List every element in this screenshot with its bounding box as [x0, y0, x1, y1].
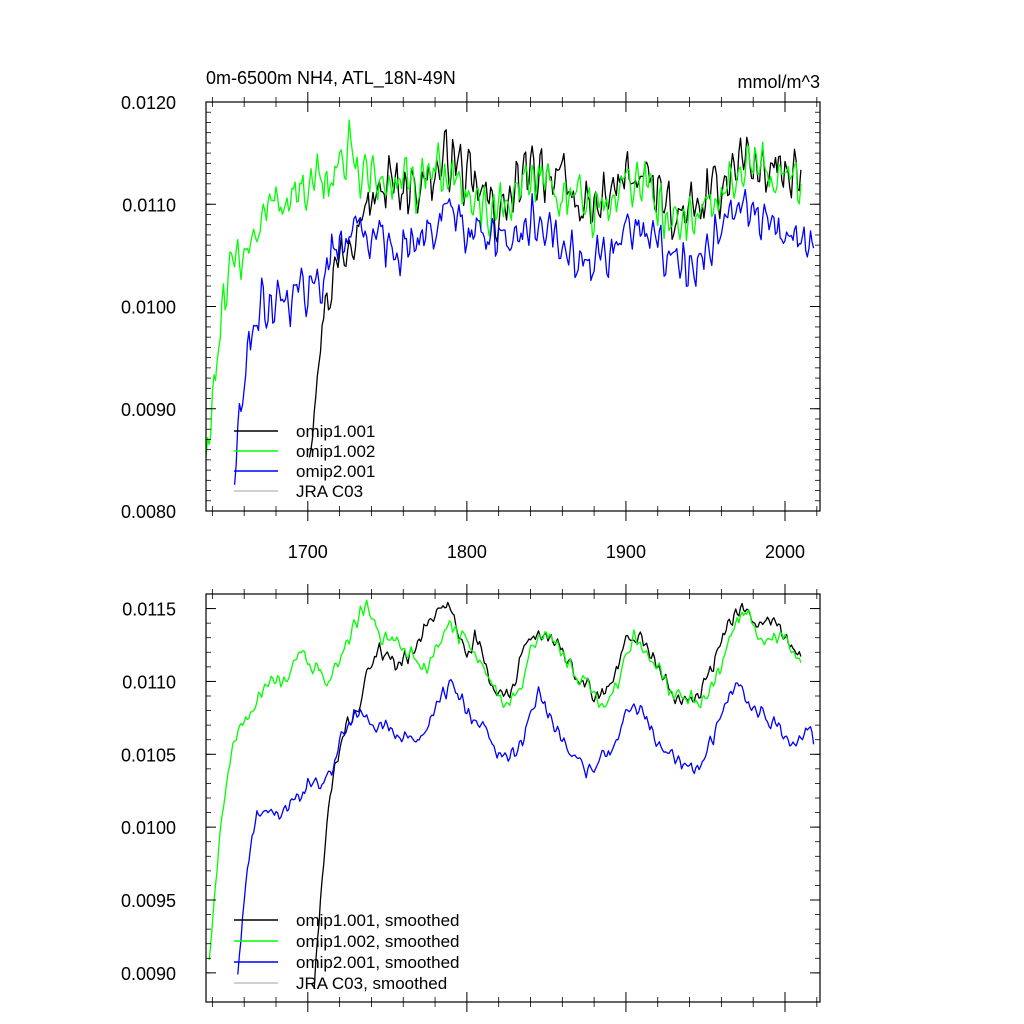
x-tick-label: 1700 [288, 542, 328, 562]
series-line [208, 599, 802, 961]
legend-item: JRA C03, smoothed [234, 974, 447, 993]
legend-label: JRA C03, smoothed [296, 974, 447, 993]
legend-label: omip1.002 [296, 442, 375, 461]
legend-label: omip1.001 [296, 422, 375, 441]
legend-item: omip1.002 [234, 442, 375, 461]
legend-item: omip2.001 [234, 462, 375, 481]
y-tick-label: 0.0110 [122, 195, 176, 215]
series-line [233, 188, 815, 485]
y-tick-label: 0.0115 [122, 600, 176, 620]
legend: omip1.001 omip1.002 omip2.001 JRA C03 [234, 422, 375, 501]
chart-panel-top: 0m-6500m NH4, ATL_18N-49N mmol/m^3 0.008… [121, 68, 821, 562]
series-lines [208, 599, 815, 990]
series-line [205, 119, 802, 458]
y-tick-label: 0.0100 [121, 298, 176, 318]
chart-title: 0m-6500m NH4, ATL_18N-49N [206, 68, 456, 89]
series-lines [205, 119, 815, 485]
series-line [308, 129, 802, 458]
legend-label: omip2.001 [296, 462, 375, 481]
legend-label: omip1.002, smoothed [296, 932, 460, 951]
legend-label: JRA C03 [296, 482, 363, 501]
y-tick-label: 0.0110 [122, 672, 176, 692]
chart-panel-bottom: 0.0090 0.0095 0.0100 0.0105 0.0110 0.0115 omi… [121, 584, 821, 1012]
axes: 0.0090 0.0095 0.0100 0.0105 0.0110 0.0115 [121, 584, 820, 1012]
units-label: mmol/m^3 [738, 72, 820, 92]
legend-item: omip2.001, smoothed [234, 953, 460, 972]
y-tick-label: 0.0090 [121, 964, 176, 984]
y-tick-label: 0.0095 [121, 891, 176, 911]
legend: omip1.001, smoothed omip1.002, smoothed … [234, 911, 460, 993]
x-tick-label: 1900 [606, 542, 646, 562]
y-tick-label: 0.0080 [121, 502, 176, 522]
legend-item: omip1.001 [234, 422, 375, 441]
legend-item: omip1.002, smoothed [234, 932, 460, 951]
legend-label: omip1.001, smoothed [296, 911, 460, 930]
series-line [237, 678, 815, 975]
y-tick-label: 0.0105 [121, 745, 176, 765]
series-line [313, 601, 802, 990]
x-tick-label: 1800 [447, 542, 487, 562]
legend-label: omip2.001, smoothed [296, 953, 460, 972]
y-tick-label: 0.0120 [121, 93, 176, 113]
legend-item: omip1.001, smoothed [234, 911, 460, 930]
axes: 0.0080 0.0090 0.0100 0.0110 0.0120 1700 1800 19… [121, 92, 820, 562]
y-tick-label: 0.0090 [121, 400, 176, 420]
legend-item: JRA C03 [234, 482, 363, 501]
x-tick-label: 2000 [765, 542, 805, 562]
y-tick-label: 0.0100 [121, 818, 176, 838]
